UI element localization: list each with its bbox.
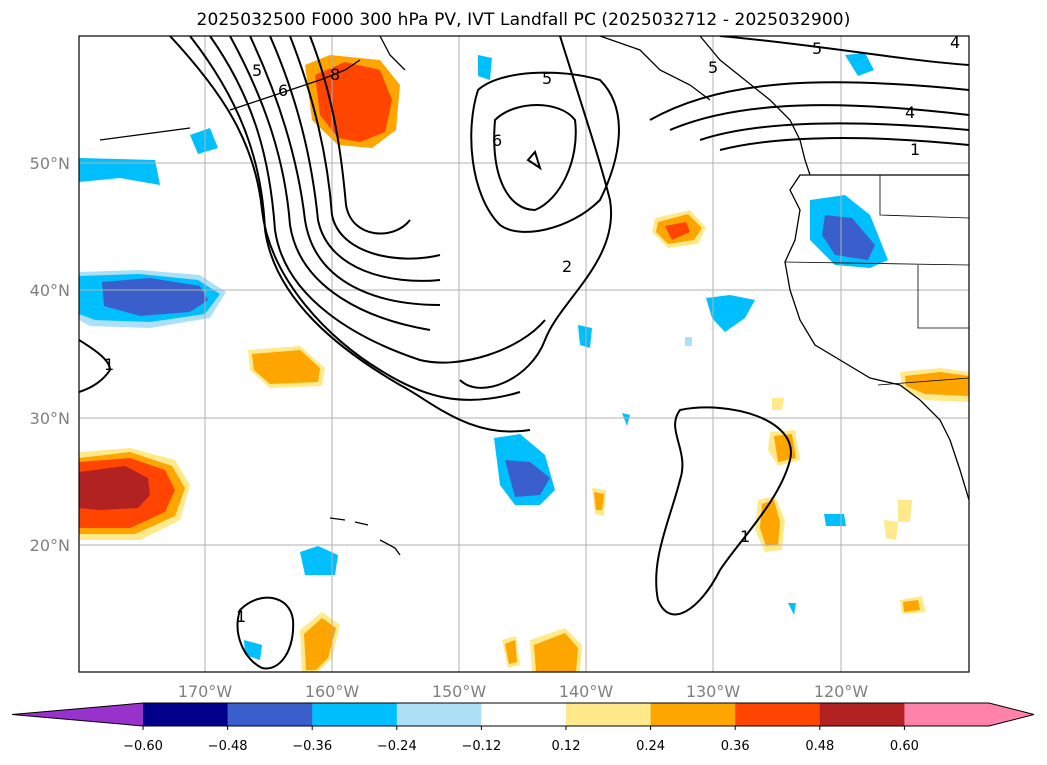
contour-label: 5 (542, 69, 552, 88)
colorbar-tick-label: 0.12 (552, 739, 581, 754)
colorbar-swatch (566, 703, 652, 726)
lon-label: 160°W (305, 682, 360, 701)
colorbar-swatch (904, 703, 989, 726)
lon-label: 140°W (559, 682, 614, 701)
contour-label: 5 (252, 61, 262, 80)
pv-contours (79, 36, 969, 670)
colorbar-tick-label: −0.24 (377, 739, 417, 754)
colorbar-extend-low (12, 703, 143, 726)
colorbar-tick-label: 0.60 (890, 739, 919, 754)
contour-label: 4 (905, 103, 915, 122)
lat-label: 30°N (30, 409, 70, 428)
contour-label: 5 (708, 58, 718, 77)
colorbar-swatch (312, 703, 398, 726)
colorbar-swatch (227, 703, 313, 726)
latitude-labels: 50°N 40°N 30°N 20°N (30, 154, 70, 555)
contour-label: 1 (740, 527, 750, 546)
contour-label: 6 (492, 131, 502, 150)
colorbar-tick-label: −0.60 (123, 739, 163, 754)
coastlines (99, 36, 969, 556)
contour-label: 8 (330, 65, 340, 84)
colorbar-extend-high (989, 703, 1034, 726)
colorbar-tick-label: 0.24 (636, 739, 665, 754)
contour-label: 5 (812, 39, 822, 58)
plot-area (79, 36, 969, 672)
colorbar-tick-label: −0.36 (292, 739, 332, 754)
colorbar-swatch (481, 703, 567, 726)
lon-label: 130°W (686, 682, 741, 701)
map-title: 2025032500 F000 300 hPa PV, IVT Landfall… (196, 10, 851, 30)
positive-anomaly-shading (79, 55, 969, 672)
contour-label: 1 (104, 355, 114, 374)
contour-label: 6 (278, 81, 288, 100)
graticule (79, 36, 969, 672)
lat-label: 40°N (30, 281, 70, 300)
colorbar-swatch (143, 703, 229, 726)
colorbar-swatch (396, 703, 482, 726)
colorbar-swatch (819, 703, 905, 726)
colorbar-swatch (735, 703, 821, 726)
lat-label: 20°N (30, 536, 70, 555)
lon-label: 120°W (814, 682, 869, 701)
colorbar-swatch (650, 703, 736, 726)
contour-label: 2 (562, 257, 572, 276)
lon-label: 170°W (178, 682, 233, 701)
longitude-labels: 170°W 160°W 150°W 140°W 130°W 120°W (178, 682, 869, 701)
lat-label: 50°N (30, 154, 70, 173)
political-borders (784, 175, 969, 386)
colorbar-tick-label: −0.48 (208, 739, 248, 754)
contour-label: 1 (236, 607, 246, 626)
negative-anomaly-shading (79, 53, 888, 660)
colorbar-tick-label: −0.12 (461, 739, 501, 754)
contour-labels: 5 6 8 5 6 2 5 4 1 4 5 1 1 1 (104, 33, 960, 626)
lon-label: 150°W (432, 682, 487, 701)
plot-border (78, 35, 970, 673)
colorbar: −0.60 −0.48 −0.36 −0.24 −0.12 0.12 0.24 0.36 0.4… (11, 702, 1035, 754)
colorbar-tick-label: 0.48 (805, 739, 834, 754)
contour-label: 1 (910, 140, 920, 159)
colorbar-tick-label: 0.36 (721, 739, 750, 754)
contour-label: 4 (950, 33, 960, 52)
